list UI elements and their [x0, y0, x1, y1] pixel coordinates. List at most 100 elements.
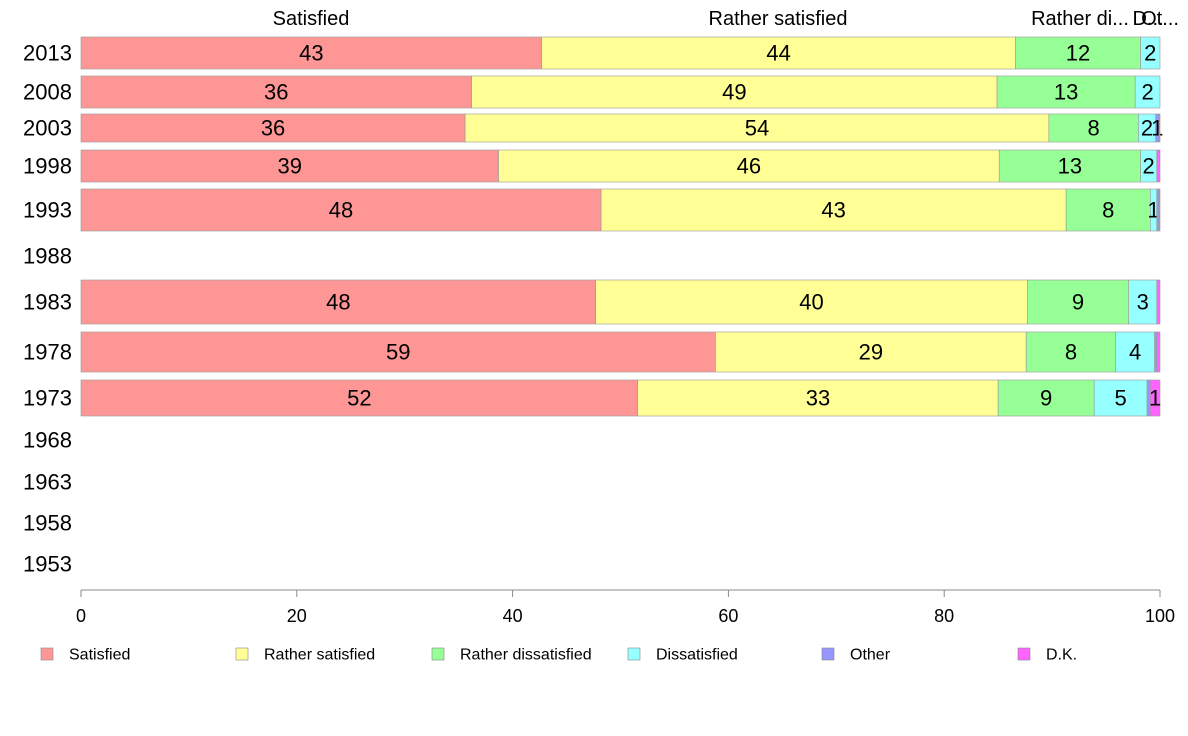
y-tick-label-1978: 1978	[23, 340, 72, 365]
bar-1978-other	[1154, 331, 1158, 373]
bar-1978-rather-dissatisfied	[1025, 331, 1117, 373]
bar-1983-d-k-	[1156, 279, 1161, 325]
bar-1998-satisfied	[80, 149, 499, 183]
data-label-2013-rather-satisfied: 44	[766, 41, 790, 66]
bar-2008-satisfied	[80, 75, 472, 109]
data-label-1978-dissatisfied: 4	[1129, 340, 1141, 365]
data-label-2008-rather-dissatisfied: 13	[1054, 80, 1078, 105]
legend-label-satisfied: Satisfied	[69, 647, 130, 664]
y-tick-label-1958: 1958	[23, 511, 72, 536]
y-tick-label-1998: 1998	[23, 154, 72, 179]
legend-swatch-d-k-	[1017, 647, 1031, 661]
bar-1993-rather-satisfied	[600, 188, 1067, 232]
data-label-1998-rather-satisfied: 46	[737, 154, 761, 179]
data-label-1993-rather-dissatisfied: 8	[1102, 198, 1114, 223]
y-tick-label-1953: 1953	[23, 552, 72, 577]
legend-swatch-dissatisfied	[627, 647, 641, 661]
x-tick-label-0: 0	[76, 606, 86, 626]
bar-2013-dissatisfied	[1140, 36, 1161, 70]
bar-1973-rather-dissatisfied	[997, 379, 1095, 417]
bar-1973-d-k-	[1149, 379, 1161, 417]
data-label-2003-rather-satisfied: 54	[745, 116, 769, 141]
data-label-2013-dissatisfied: 2	[1144, 41, 1156, 66]
top-label-3: D...	[1132, 8, 1163, 30]
y-tick-label-2008: 2008	[23, 80, 72, 105]
y-tick-label-1993: 1993	[23, 198, 72, 223]
bar-2003-d-k-	[1158, 113, 1161, 143]
bar-1993-satisfied	[80, 188, 602, 232]
top-label-2: Rather di...	[1031, 8, 1129, 30]
bar-1978-dissatisfied	[1115, 331, 1155, 373]
data-label-1998-satisfied: 39	[278, 154, 302, 179]
y-tick-label-1968: 1968	[23, 428, 72, 453]
y-tick-label-1983: 1983	[23, 290, 72, 315]
data-label-1973-rather-satisfied: 33	[806, 386, 830, 411]
y-tick-label-1973: 1973	[23, 386, 72, 411]
data-label-1973-d-k-: 1	[1149, 386, 1161, 411]
x-tick-label-40: 40	[503, 606, 523, 626]
legend-swatch-satisfied	[40, 647, 54, 661]
bar-1973-satisfied	[80, 379, 639, 417]
data-label-1978-satisfied: 59	[386, 340, 410, 365]
data-label-1993-satisfied: 48	[329, 198, 353, 223]
top-label-1: Rather satisfied	[709, 8, 848, 30]
data-label-1973-dissatisfied: 5	[1114, 386, 1126, 411]
data-label-2003-dissatisfied: 2	[1141, 116, 1153, 141]
bar-2003-rather-satisfied	[464, 113, 1050, 143]
legend-label-other: Other	[850, 647, 891, 664]
y-tick-label-2013: 2013	[23, 41, 72, 66]
legend-swatch-other	[821, 647, 835, 661]
top-label-4: Ot...	[1141, 8, 1179, 30]
data-label-1983-dissatisfied: 3	[1137, 290, 1149, 315]
legend: Satisfied Rather satisfied Rather dissatis…	[40, 647, 1077, 664]
bar-1983-rather-dissatisfied	[1026, 279, 1130, 325]
legend-swatch-rather-satisfied	[235, 647, 249, 661]
data-label-1998-dissatisfied: 2	[1143, 154, 1155, 179]
data-label-1983-rather-dissatisfied: 9	[1072, 290, 1084, 315]
bar-2003-satisfied	[80, 113, 466, 143]
bar-2013-rather-satisfied	[541, 36, 1016, 70]
top-category-labels: Satisfied Rather satisfied Rather di... D..…	[273, 8, 1179, 30]
data-label-2003-rather-dissatisfied: 8	[1088, 116, 1100, 141]
bar-1998-d-k-	[1156, 149, 1161, 183]
legend-label-dissatisfied: Dissatisfied	[656, 647, 738, 664]
data-label-2008-rather-satisfied: 49	[722, 80, 746, 105]
y-axis-labels: 2013 2008 2003 1998 1993 1988 1983 1978 1973 1968…	[23, 41, 72, 577]
data-label-1993-rather-satisfied: 43	[821, 198, 845, 223]
data-label-2003-other: 1	[1151, 116, 1163, 141]
bar-1978-satisfied	[80, 331, 716, 373]
bar-2008-rather-satisfied	[471, 75, 998, 109]
data-label-1983-rather-satisfied: 40	[799, 290, 823, 315]
legend-label-rather-satisfied: Rather satisfied	[264, 647, 375, 664]
legend-label-rather-dissatisfied: Rather dissatisfied	[460, 647, 592, 664]
y-tick-label-1988: 1988	[23, 244, 72, 269]
data-label-2013-rather-dissatisfied: 12	[1066, 41, 1090, 66]
data-label-2008-satisfied: 36	[264, 80, 288, 105]
legend-swatch-rather-dissatisfied	[431, 647, 445, 661]
bar-1983-rather-satisfied	[595, 279, 1028, 325]
bar-2003-rather-dissatisfied	[1048, 113, 1139, 143]
x-axis: 0 20 40 60 80 100	[76, 589, 1175, 626]
data-label-2013-satisfied: 43	[299, 41, 323, 66]
data-label-1998-rather-dissatisfied: 13	[1058, 154, 1082, 179]
bar-1993-other	[1156, 188, 1160, 232]
x-tick-label-60: 60	[718, 606, 738, 626]
bar-2008-rather-dissatisfied	[996, 75, 1136, 109]
bar-1993-rather-dissatisfied	[1065, 188, 1151, 232]
bar-1978-d-k-	[1156, 331, 1161, 373]
data-label-2003-satisfied: 36	[261, 116, 285, 141]
x-tick-label-80: 80	[934, 606, 954, 626]
x-tick-label-20: 20	[287, 606, 307, 626]
data-label-1978-rather-satisfied: 29	[859, 340, 883, 365]
bar-2008-dissatisfied	[1134, 75, 1161, 109]
y-tick-label-2003: 2003	[23, 116, 72, 141]
data-label-1983-satisfied: 48	[326, 290, 350, 315]
bar-1998-rather-dissatisfied	[998, 149, 1141, 183]
data-label-1973-rather-dissatisfied: 9	[1040, 386, 1052, 411]
legend-label-d-k-: D.K.	[1046, 647, 1077, 664]
data-label-2008-dissatisfied: 2	[1141, 80, 1153, 105]
data-label-1978-rather-dissatisfied: 8	[1065, 340, 1077, 365]
x-tick-label-100: 100	[1145, 606, 1175, 626]
